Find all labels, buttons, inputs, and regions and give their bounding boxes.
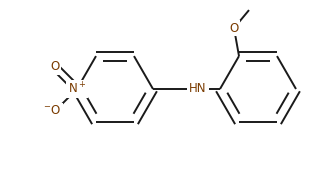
- Text: $^{-}$O: $^{-}$O: [43, 105, 61, 118]
- Text: O: O: [229, 22, 239, 35]
- Text: O: O: [50, 61, 60, 73]
- Text: N$^+$: N$^+$: [68, 81, 86, 97]
- Text: HN: HN: [189, 82, 207, 95]
